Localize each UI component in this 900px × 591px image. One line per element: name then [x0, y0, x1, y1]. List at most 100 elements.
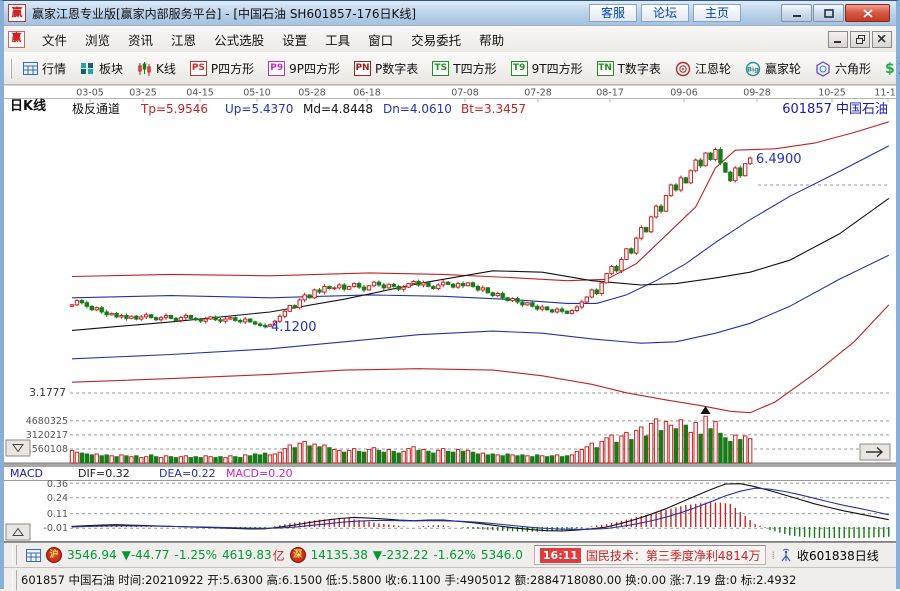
macd-scale-3: 0.11 — [47, 509, 68, 520]
winner-wheel-icon: Big — [745, 61, 761, 77]
forum-button[interactable]: 论坛 — [641, 4, 689, 22]
menu-item-1[interactable]: 文件 — [33, 27, 76, 52]
status-detail-text: 601857 中国石油 时间:20210922 开:5.6300 高:6.150… — [21, 572, 796, 588]
tp-value: Tp=5.9546 — [140, 102, 208, 116]
menu-item-8[interactable]: 窗口 — [359, 27, 402, 52]
badge-p9-icon: P9 — [268, 61, 285, 76]
menu-item-10[interactable]: 帮助 — [470, 27, 513, 52]
menu-item-7[interactable]: 工具 — [316, 27, 359, 52]
scroll-right-button[interactable] — [860, 444, 890, 460]
home-button[interactable]: 主页 — [693, 4, 741, 22]
menu-items: 文件浏览资讯江恩公式选股设置工具窗口交易委托帮助 — [33, 27, 513, 52]
last-price-label: 6.4900 — [756, 152, 802, 167]
news-text: 国民技术：第三季度净利4814万 — [586, 547, 761, 564]
badge-ps-icon: PS — [190, 61, 207, 76]
svg-text:Big: Big — [747, 65, 759, 73]
bt-value: Bt=3.3457 — [461, 102, 526, 116]
toolbar-item-10[interactable]: 江恩轮 — [668, 57, 738, 80]
sh-index-value: 3546.94 — [67, 548, 117, 562]
mdi-close-button[interactable] — [872, 31, 892, 48]
date-label: 07-28 — [524, 88, 552, 99]
dif-value: DIF=0.32 — [78, 467, 130, 480]
window-titlebar: 赢 赢家江恩专业版[赢家内部服务平台] - [中国石油 SH601857-176… — [4, 1, 896, 25]
mdi-window-controls — [828, 31, 892, 48]
support-button[interactable]: 客服 — [589, 4, 637, 22]
period-label: 日K线 — [10, 98, 46, 114]
collapse-volume-button[interactable] — [6, 440, 30, 456]
mdi-restore-button[interactable] — [850, 31, 870, 48]
mdi-minimize-button[interactable] — [828, 31, 848, 48]
close-button[interactable] — [845, 4, 890, 22]
news-time-chip: 16:11 — [540, 548, 581, 563]
minimize-button[interactable] — [781, 4, 812, 22]
market-grid-icon[interactable] — [26, 549, 41, 562]
quote-status-bar: 601857 中国石油 时间:20210922 开:5.6300 高:6.150… — [4, 567, 896, 591]
grid-icon — [23, 62, 38, 75]
macd-scale-4: -0.01 — [43, 523, 68, 534]
menu-item-4[interactable]: 江恩 — [162, 27, 205, 52]
sh-amount-unit: 亿 — [273, 547, 285, 564]
statusbar-grip2 — [12, 570, 17, 590]
toolbar-item-11[interactable]: Big 赢家轮 — [738, 57, 808, 80]
date-label: 09-28 — [743, 88, 771, 99]
titlebar-links: 客服 论坛 主页 — [589, 4, 741, 22]
toolbar-item-8[interactable]: T9 9T四方形 — [504, 57, 590, 80]
toolbar-item-label: 9T四方形 — [532, 60, 583, 77]
badge-pn-icon: PN — [354, 61, 371, 76]
menu-item-9[interactable]: 交易委托 — [402, 27, 470, 52]
market-status-bar: 沪 3546.94 ▼-44.77 -1.25% 4619.83 亿 深 141… — [4, 542, 896, 567]
toolbar-item-1[interactable]: 行情 — [16, 57, 73, 80]
date-label: 05-28 — [298, 88, 326, 99]
macd-value: MACD=0.20 — [226, 467, 293, 480]
toolbar-item-label: 赢家轮 — [765, 60, 801, 77]
ticker-separator: ⁞ — [771, 549, 775, 562]
shenzhen-index-badge: 深 — [290, 547, 306, 563]
dollar-icon: $ — [885, 61, 895, 77]
date-label: 11-12 — [874, 88, 896, 99]
sz-amount: 5346.0 — [481, 548, 523, 562]
toolbar-item-12[interactable]: 六角形 — [808, 57, 878, 80]
badge-t9-icon: T9 — [511, 61, 528, 76]
menu-item-3[interactable]: 资讯 — [119, 27, 162, 52]
maximize-button[interactable] — [813, 4, 844, 22]
date-label: 09-06 — [670, 88, 698, 99]
kline-icon — [137, 62, 152, 76]
toolbar-item-label: T四方形 — [453, 60, 496, 77]
menu-item-6[interactable]: 设置 — [273, 27, 316, 52]
news-ticker[interactable]: 16:11 国民技术：第三季度净利4814万 — [534, 545, 767, 565]
statusbar-grip — [12, 545, 17, 565]
toolbar-grip — [10, 59, 12, 79]
toolbar-item-2[interactable]: 板块 — [73, 57, 130, 80]
toolbar-item-13[interactable]: $赢家服务 — [878, 57, 900, 80]
menu-item-2[interactable]: 浏览 — [76, 27, 119, 52]
md-value: Md=4.8448 — [303, 102, 373, 116]
shanghai-index-badge: 沪 — [46, 547, 62, 563]
signal-tower-icon — [780, 548, 792, 562]
grid-icon — [26, 549, 41, 562]
mdi-minimize-icon — [834, 35, 842, 43]
vol-scale-1: 4680325 — [26, 416, 68, 427]
menubar: 赢 文件浏览资讯江恩公式选股设置工具窗口交易委托帮助 — [4, 25, 896, 52]
toolbar-item-label: 板块 — [99, 60, 123, 77]
toolbar-item-label: K线 — [156, 60, 176, 77]
app-logo-icon: 赢 — [8, 31, 25, 48]
indicator-name: 极反通道 — [72, 102, 120, 116]
app-icon: 赢 — [8, 4, 26, 22]
dea-value: DEA=0.22 — [159, 467, 216, 480]
menu-item-5[interactable]: 公式选股 — [205, 27, 273, 52]
dn-value: Dn=4.0610 — [383, 102, 452, 116]
date-label: 06-18 — [353, 88, 381, 99]
gann-wheel-icon — [675, 61, 691, 77]
toolbar-item-3[interactable]: K线 — [130, 57, 183, 80]
collapse-macd-button[interactable] — [6, 524, 30, 540]
up-value: Up=5.4370 — [225, 102, 293, 116]
dip-price-label: 4.1200 — [271, 320, 317, 335]
